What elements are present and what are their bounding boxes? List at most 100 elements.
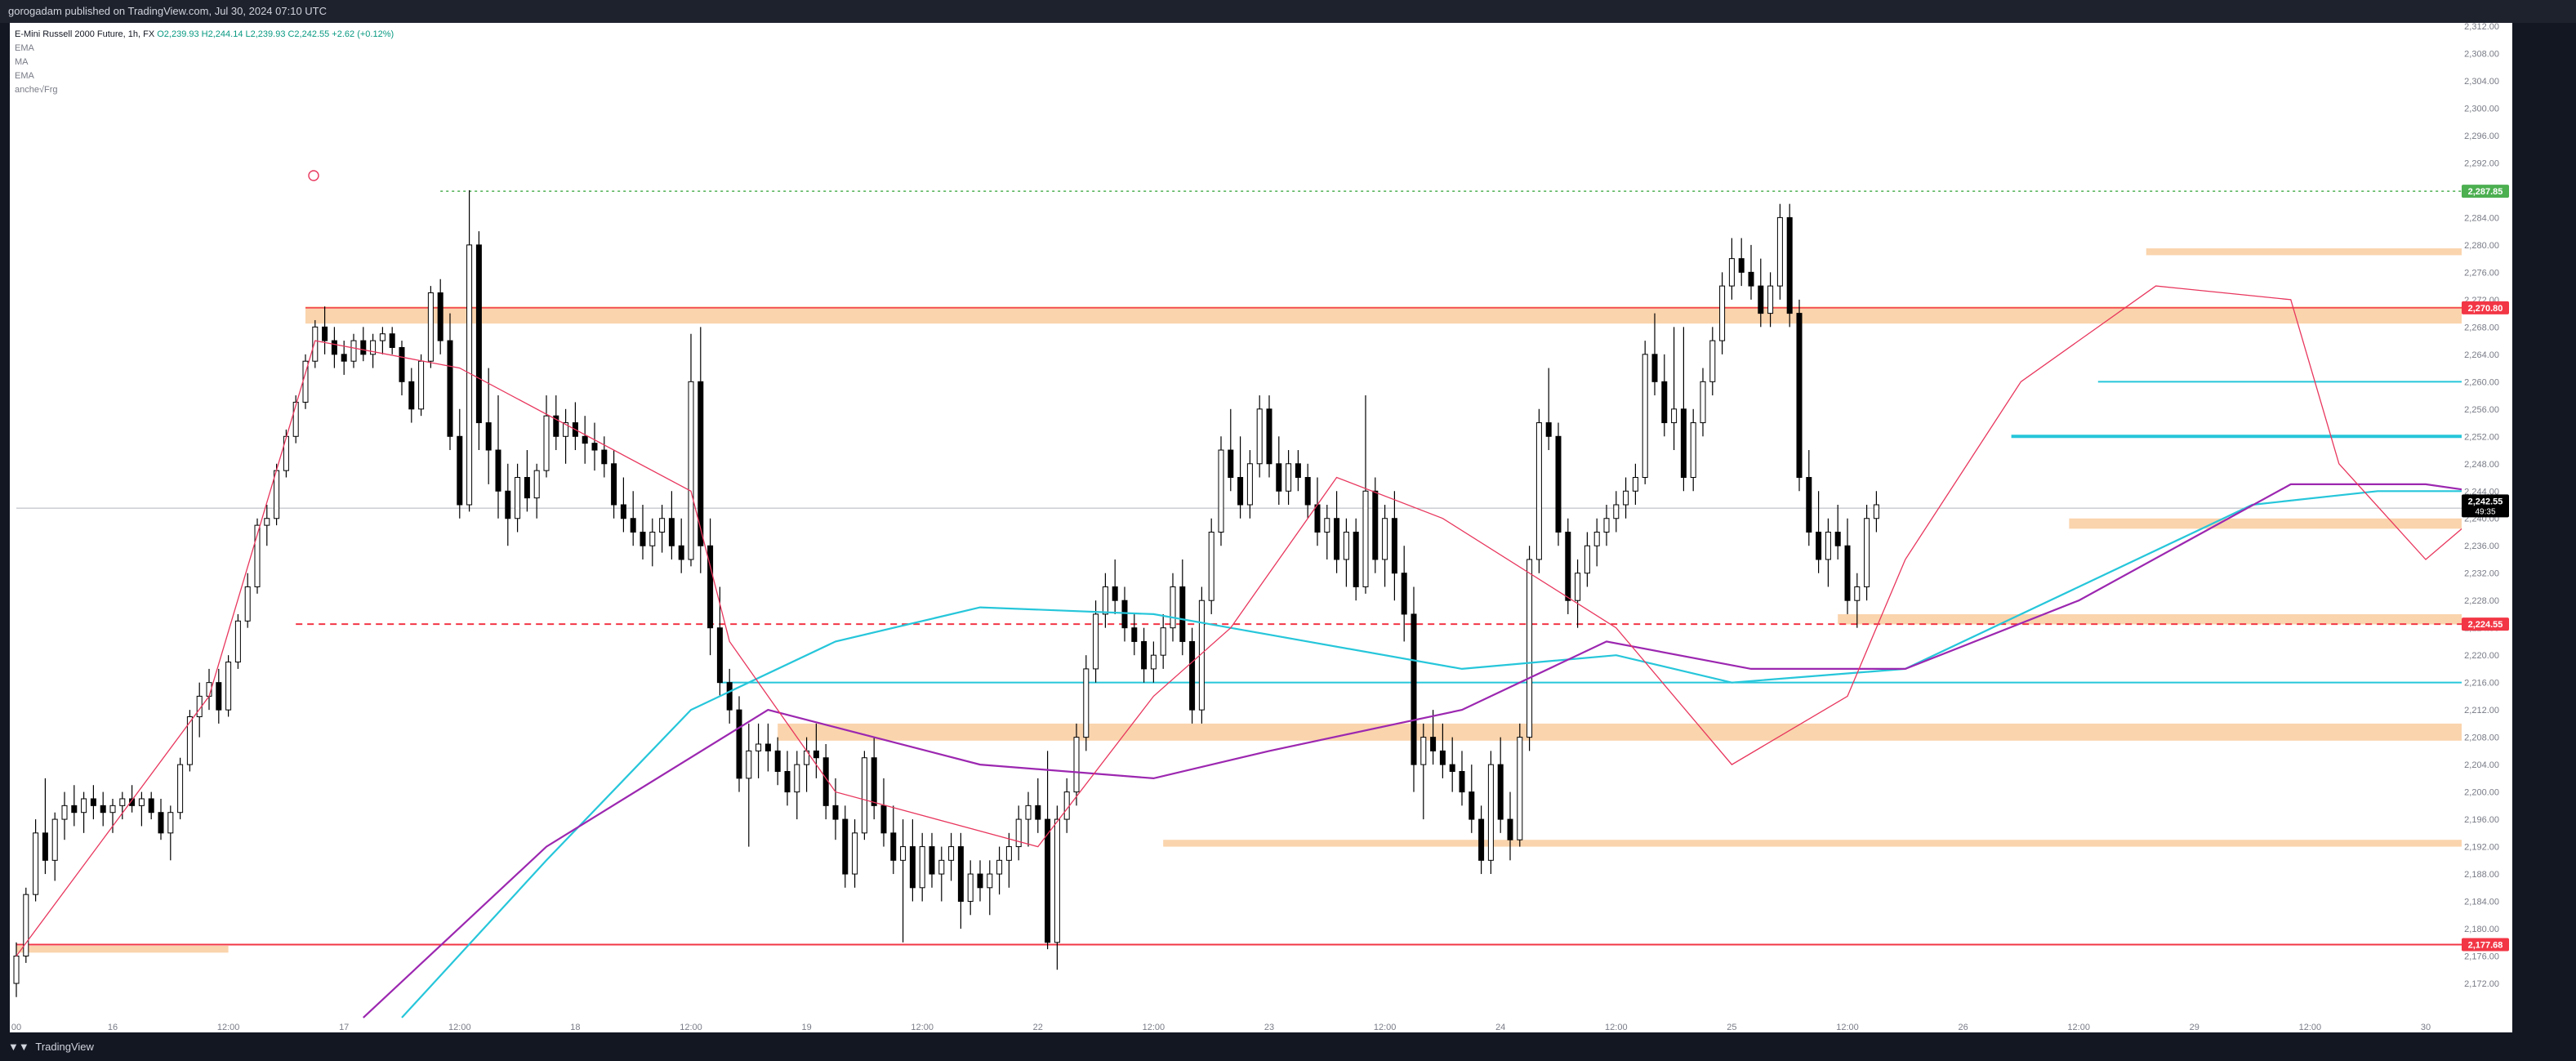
y-tick-label: 2,284.00 (2464, 213, 2499, 223)
candle-body-down (1304, 477, 1311, 506)
candle-49 (485, 368, 492, 484)
candle-body-down (668, 518, 675, 546)
candle-135 (1314, 477, 1321, 546)
candle-172 (1671, 327, 1678, 451)
legend-ohlc: O2,239.93 H2,244.14 L2,239.93 C2,242.55 … (157, 29, 394, 39)
legend-indicator-anchor[interactable]: anche√Frg (15, 85, 58, 95)
candle-45 (447, 313, 453, 451)
candle-137 (1334, 491, 1340, 573)
y-tick-label: 2,264.00 (2464, 350, 2499, 360)
y-tick-label: 2,196.00 (2464, 815, 2499, 825)
candle-body-down (1507, 818, 1513, 840)
candle-body-down (341, 354, 347, 362)
y-tick-label: 2,248.00 (2464, 460, 2499, 470)
x-tick-label: 12:00 (1374, 1023, 1397, 1032)
candle-97 (948, 832, 955, 881)
candle-body-up (244, 586, 251, 622)
candle-136 (1324, 505, 1330, 559)
zone-4 (778, 723, 2462, 741)
price-label-0: 2,287.85 (2468, 187, 2503, 197)
legend-indicator-ema-2[interactable]: EMA (15, 71, 34, 81)
candle-177 (1719, 272, 1726, 354)
candle-189 (1834, 505, 1841, 559)
candle-32 (322, 306, 328, 354)
candle-83 (813, 723, 819, 778)
x-tick-label: 00 (11, 1023, 21, 1032)
candle-body-up (1025, 805, 1032, 820)
chart-area[interactable]: 2,312.00 2,308.00 2,304.00 2,300.00 2,296.00… (10, 22, 2552, 1032)
candle-80 (784, 751, 791, 806)
y-tick-label: 2,204.00 (2464, 760, 2499, 770)
y-tick-label: 2,192.00 (2464, 843, 2499, 853)
tradingview-logo-icon[interactable]: ▼▼ (8, 1041, 29, 1053)
candle-body-up (1535, 422, 1542, 560)
candle-139 (1353, 518, 1359, 601)
x-tick-label: 12:00 (1836, 1023, 1859, 1032)
candle-55 (543, 395, 550, 478)
candle-29 (292, 395, 299, 444)
candle-158 (1535, 408, 1542, 573)
candle-body-down (774, 750, 781, 772)
candle-84 (822, 744, 829, 820)
candle-82 (804, 737, 810, 792)
candle-body-down (832, 805, 839, 820)
candle-193 (1873, 491, 1879, 533)
candle-5 (61, 791, 68, 840)
candle-body-down (1353, 531, 1359, 587)
x-tick-label: 12:00 (911, 1023, 934, 1032)
price-chart[interactable]: 2,312.00 2,308.00 2,304.00 2,300.00 2,296.00… (10, 22, 2552, 1032)
candle-body-up (1015, 818, 1022, 848)
legend-symbol: E-Mini Russell 2000 Future, 1h, FX (15, 29, 155, 39)
candle-2 (33, 819, 39, 902)
x-tick-label: 24 (1495, 1023, 1505, 1032)
candle-body-up (1642, 354, 1648, 479)
candle-125 (1218, 436, 1224, 546)
candle-body-down (1035, 805, 1041, 820)
candle-187 (1816, 491, 1822, 573)
candle-164 (1593, 518, 1600, 567)
candle-body-down (408, 381, 415, 410)
y-tick-label: 2,176.00 (2464, 952, 2499, 962)
footer-bar: ▼▼ TradingView (0, 1032, 2576, 1061)
candle-46 (457, 408, 463, 519)
candle-81 (794, 751, 800, 820)
y-tick-label: 2,304.00 (2464, 77, 2499, 87)
y-tick-label: 2,300.00 (2464, 104, 2499, 114)
candle-body-up (418, 360, 425, 410)
x-tick-label: 12:00 (217, 1023, 240, 1032)
x-tick-label: 17 (339, 1023, 349, 1032)
candle-77 (755, 723, 762, 778)
legend-indicator-ma[interactable]: MA (15, 57, 29, 67)
candle-body-down (697, 381, 704, 546)
candle-body-up (1575, 573, 1581, 601)
candle-65 (640, 505, 646, 559)
candle-body-up (1776, 216, 1783, 287)
price-label-bg-1 (2462, 301, 2509, 314)
candle-body-down (1806, 477, 1812, 533)
x-tick-label: 12:00 (448, 1023, 471, 1032)
candle-body-down (678, 545, 684, 560)
candle-85 (832, 778, 839, 840)
candle-body-down (1680, 408, 1687, 479)
candle-body-down (1189, 640, 1196, 711)
candle-body-up (119, 798, 126, 806)
candle-180 (1748, 244, 1754, 300)
candle-24 (244, 573, 251, 628)
candle-body-down (1391, 518, 1397, 574)
y-tick-label: 2,292.00 (2464, 158, 2499, 168)
candle-114 (1112, 559, 1118, 614)
y-tick-label: 2,244.00 (2464, 487, 2499, 497)
candle-30 (302, 354, 309, 409)
footer-brand[interactable]: TradingView (35, 1041, 94, 1053)
candle-132 (1286, 450, 1292, 505)
candle-56 (553, 395, 559, 451)
legend-indicator-ema[interactable]: EMA (15, 43, 34, 53)
candle-182 (1767, 272, 1774, 328)
candle-63 (620, 477, 626, 533)
zone-1 (305, 306, 2462, 324)
candle-body-down (71, 805, 78, 814)
candle-body-up (1690, 422, 1696, 479)
ma-line (401, 490, 2474, 1019)
candle-96 (938, 846, 945, 902)
candle-17 (177, 757, 184, 820)
